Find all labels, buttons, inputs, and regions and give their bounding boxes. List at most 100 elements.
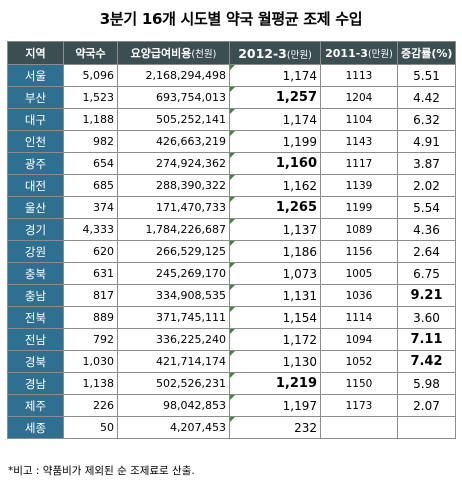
row-pharmacies: 374 bbox=[63, 196, 118, 219]
row-2011: 1150 bbox=[320, 372, 398, 395]
cell-marker bbox=[230, 395, 235, 400]
cell-marker bbox=[230, 351, 235, 356]
table-row: 인천 982 426,663,219 1,199 1143 4.91 bbox=[7, 130, 456, 153]
table-row: 대전 685 288,390,322 1,162 1139 2.02 bbox=[7, 174, 456, 197]
cell-marker bbox=[230, 153, 235, 158]
row-claims: 334,908,535 bbox=[117, 284, 230, 307]
cell-marker bbox=[230, 373, 235, 378]
row-2012-value: 1,174 bbox=[282, 112, 317, 127]
row-region: 전북 bbox=[7, 306, 64, 329]
row-2012-value: 1,199 bbox=[282, 134, 317, 149]
row-pharmacies: 685 bbox=[63, 174, 118, 197]
cell-marker bbox=[230, 285, 235, 290]
header-2011: 2011-3(만원) bbox=[320, 41, 398, 65]
row-2012: 1,154 bbox=[229, 306, 321, 329]
row-2012: 1,257 bbox=[229, 86, 321, 109]
row-region: 충북 bbox=[7, 262, 64, 285]
row-2012-value: 1,073 bbox=[282, 266, 317, 281]
row-claims: 336,225,240 bbox=[117, 328, 230, 351]
table-row: 서울 5,096 2,168,294,498 1,174 1113 5.51 bbox=[7, 64, 456, 87]
header-2012-label: 2012-3 bbox=[238, 45, 287, 61]
cell-marker bbox=[230, 175, 235, 180]
row-rate: 9.21 bbox=[397, 284, 456, 307]
row-2012-value: 1,160 bbox=[275, 156, 317, 171]
row-2012-value: 1,219 bbox=[275, 376, 317, 391]
row-2012: 1,137 bbox=[229, 218, 321, 241]
row-2011: 1104 bbox=[320, 108, 398, 131]
header-2012-unit: (만원) bbox=[286, 49, 312, 61]
row-2012-value: 1,130 bbox=[282, 354, 317, 369]
row-2012: 1,162 bbox=[229, 174, 321, 197]
row-2012-value: 1,257 bbox=[275, 90, 317, 105]
row-pharmacies: 654 bbox=[63, 152, 118, 175]
row-pharmacies: 1,523 bbox=[63, 86, 118, 109]
row-2012: 1,131 bbox=[229, 284, 321, 307]
row-2011: 1199 bbox=[320, 196, 398, 219]
row-rate: 5.51 bbox=[397, 64, 456, 87]
row-claims: 371,745,111 bbox=[117, 306, 230, 329]
row-region: 경북 bbox=[7, 350, 64, 373]
row-pharmacies: 1,030 bbox=[63, 350, 118, 373]
row-2011: 1173 bbox=[320, 394, 398, 417]
row-rate: 6.75 bbox=[397, 262, 456, 285]
row-rate: 7.42 bbox=[397, 350, 456, 373]
header-claims: 요양급여비용(천원) bbox=[117, 41, 230, 65]
row-claims: 98,042,853 bbox=[117, 394, 230, 417]
row-region: 강원 bbox=[7, 240, 64, 263]
row-claims: 505,252,141 bbox=[117, 108, 230, 131]
row-2011: 1139 bbox=[320, 174, 398, 197]
row-region: 대전 bbox=[7, 174, 64, 197]
row-rate: 6.32 bbox=[397, 108, 456, 131]
table-row: 충남 817 334,908,535 1,131 1036 9.21 bbox=[7, 284, 456, 307]
footnote: *비고 : 약품비가 제외된 순 조제료로 산출. bbox=[8, 465, 195, 477]
row-pharmacies: 620 bbox=[63, 240, 118, 263]
row-region: 세종 bbox=[7, 416, 64, 439]
row-region: 인천 bbox=[7, 130, 64, 153]
table-row: 경기 4,333 1,784,226,687 1,137 1089 4.36 bbox=[7, 218, 456, 241]
row-2012-value: 1,265 bbox=[275, 200, 317, 215]
header-2011-unit: (만원) bbox=[367, 49, 393, 60]
table-row: 전북 889 371,745,111 1,154 1114 3.60 bbox=[7, 306, 456, 329]
row-claims: 245,269,170 bbox=[117, 262, 230, 285]
table-title: 3분기 16개 시도별 약국 월평균 조제 수입 bbox=[99, 10, 363, 28]
row-2012: 1,172 bbox=[229, 328, 321, 351]
row-region: 전남 bbox=[7, 328, 64, 351]
row-2011: 1052 bbox=[320, 350, 398, 373]
row-2012: 1,186 bbox=[229, 240, 321, 263]
row-2012: 1,174 bbox=[229, 108, 321, 131]
row-pharmacies: 631 bbox=[63, 262, 118, 285]
row-pharmacies: 982 bbox=[63, 130, 118, 153]
row-2012-value: 1,186 bbox=[282, 244, 317, 259]
row-pharmacies: 5,096 bbox=[63, 64, 118, 87]
row-2012-value: 1,197 bbox=[282, 398, 317, 413]
row-2011 bbox=[320, 416, 398, 439]
header-row: 지역 약국수 요양급여비용(천원) 2012-3(만원) 2011-3(만원) … bbox=[7, 41, 456, 65]
table-row: 대구 1,188 505,252,141 1,174 1104 6.32 bbox=[7, 108, 456, 131]
header-pharmacies: 약국수 bbox=[63, 41, 118, 65]
row-2011: 1117 bbox=[320, 152, 398, 175]
row-2011: 1113 bbox=[320, 64, 398, 87]
row-pharmacies: 4,333 bbox=[63, 218, 118, 241]
row-2012-value: 1,154 bbox=[282, 310, 317, 325]
row-rate: 2.07 bbox=[397, 394, 456, 417]
row-region: 충남 bbox=[7, 284, 64, 307]
row-2011: 1036 bbox=[320, 284, 398, 307]
table-row: 강원 620 266,529,125 1,186 1156 2.64 bbox=[7, 240, 456, 263]
row-2011: 1143 bbox=[320, 130, 398, 153]
header-region: 지역 bbox=[7, 41, 64, 65]
row-2012-value: 1,172 bbox=[282, 332, 317, 347]
header-rate: 증감률(%) bbox=[397, 41, 456, 65]
row-2012: 1,130 bbox=[229, 350, 321, 373]
header-claims-unit: (천원) bbox=[191, 49, 217, 60]
pharmacy-income-table: 지역 약국수 요양급여비용(천원) 2012-3(만원) 2011-3(만원) … bbox=[7, 41, 456, 439]
row-claims: 421,714,174 bbox=[117, 350, 230, 373]
row-region: 경남 bbox=[7, 372, 64, 395]
row-2012: 1,265 bbox=[229, 196, 321, 219]
cell-marker bbox=[230, 307, 235, 312]
row-pharmacies: 1,188 bbox=[63, 108, 118, 131]
cell-marker bbox=[230, 263, 235, 268]
row-2011: 1156 bbox=[320, 240, 398, 263]
row-2012: 232 bbox=[229, 416, 321, 439]
row-region: 광주 bbox=[7, 152, 64, 175]
row-2011: 1005 bbox=[320, 262, 398, 285]
